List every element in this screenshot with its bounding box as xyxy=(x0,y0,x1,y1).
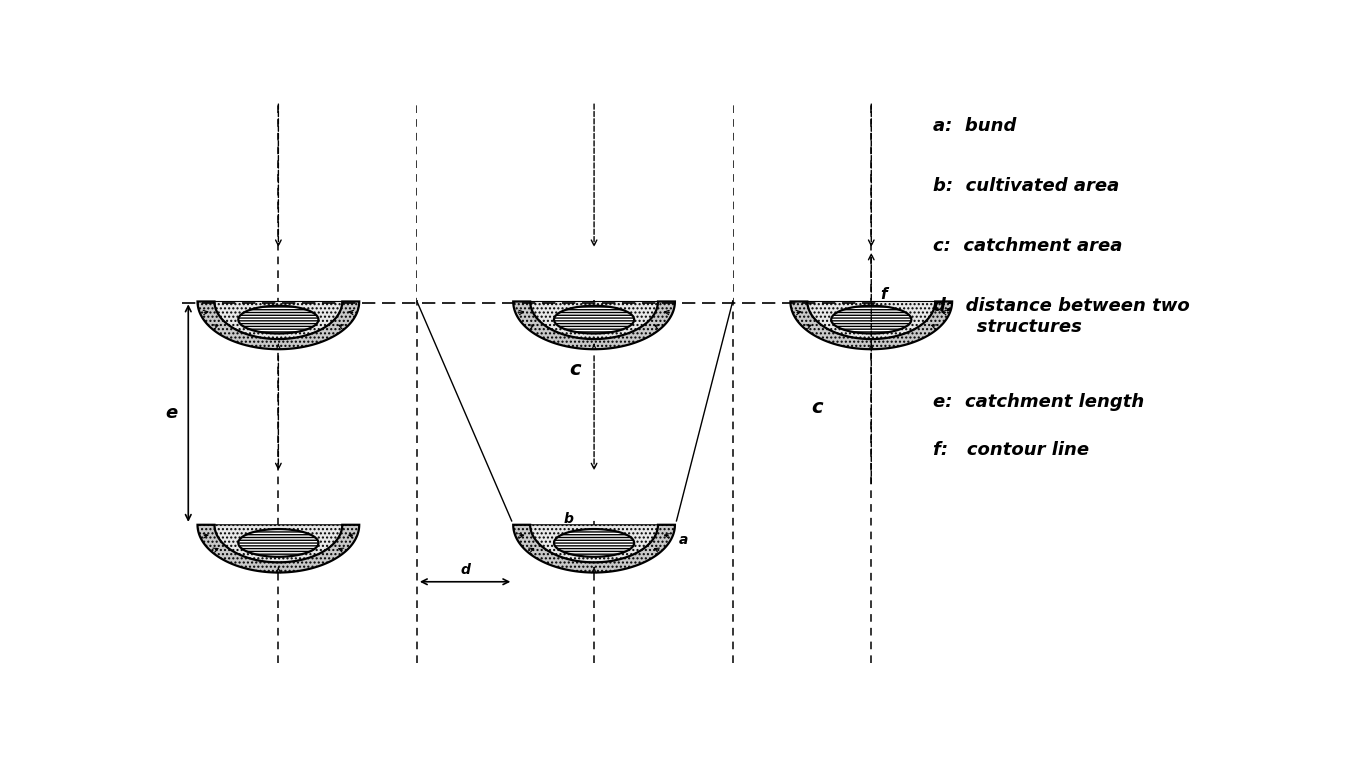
Polygon shape xyxy=(238,529,319,557)
Text: a: a xyxy=(679,533,688,547)
Text: a:  bund: a: bund xyxy=(933,117,1016,135)
Polygon shape xyxy=(238,306,319,334)
Text: c: c xyxy=(569,360,580,379)
Polygon shape xyxy=(807,301,936,339)
Polygon shape xyxy=(417,101,733,300)
Polygon shape xyxy=(417,301,733,521)
Text: c:  catchment area: c: catchment area xyxy=(933,237,1122,255)
Text: b:  cultivated area: b: cultivated area xyxy=(933,176,1119,195)
Polygon shape xyxy=(554,306,635,334)
Text: d: d xyxy=(460,563,471,577)
Polygon shape xyxy=(791,301,952,349)
Text: d:  distance between two
       structures: d: distance between two structures xyxy=(933,297,1190,336)
Text: f:   contour line: f: contour line xyxy=(933,441,1089,459)
Text: e: e xyxy=(166,404,178,422)
Polygon shape xyxy=(215,301,342,339)
Polygon shape xyxy=(215,525,342,562)
Text: b: b xyxy=(564,512,573,526)
Polygon shape xyxy=(531,525,658,562)
Polygon shape xyxy=(513,301,674,349)
Polygon shape xyxy=(554,529,635,557)
Polygon shape xyxy=(513,525,674,572)
Polygon shape xyxy=(197,301,360,349)
Polygon shape xyxy=(832,306,911,334)
Polygon shape xyxy=(197,525,360,572)
Text: f: f xyxy=(881,287,886,302)
Text: c: c xyxy=(811,398,824,417)
Text: e:  catchment length: e: catchment length xyxy=(933,393,1144,411)
Polygon shape xyxy=(531,301,658,339)
